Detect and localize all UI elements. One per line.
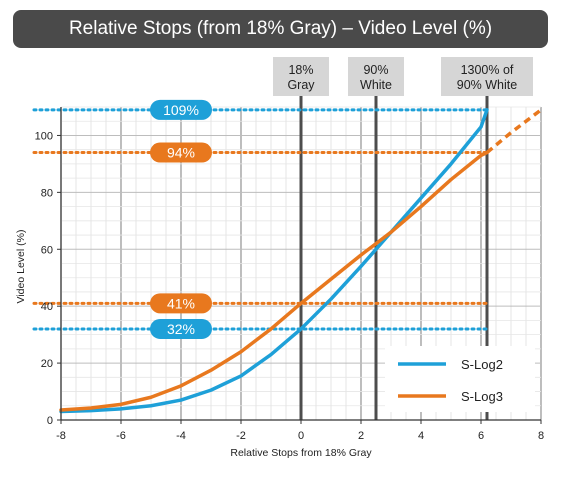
y-tick-label: 80 bbox=[41, 187, 53, 199]
y-tick-label: 40 bbox=[41, 301, 53, 313]
reference-label-bg bbox=[441, 57, 533, 96]
reference-label: 90% White bbox=[457, 78, 517, 92]
x-tick-label: -4 bbox=[176, 430, 186, 442]
reference-label: White bbox=[360, 78, 392, 92]
legend-label: S-Log3 bbox=[461, 389, 503, 404]
x-axis-label: Relative Stops from 18% Gray bbox=[230, 447, 372, 459]
level-badges: 109% 94% 41% 32% bbox=[150, 99, 212, 339]
level-lines bbox=[32, 108, 489, 331]
reference-label: Gray bbox=[287, 78, 315, 92]
y-tick-label: 20 bbox=[41, 358, 53, 370]
y-tick-label: 60 bbox=[41, 244, 53, 256]
level-badge-label: 94% bbox=[167, 145, 195, 161]
reference-label-bg bbox=[273, 57, 329, 96]
chart-title: Relative Stops (from 18% Gray) – Video L… bbox=[13, 10, 548, 48]
reference-label-bg bbox=[348, 57, 404, 96]
x-tick-label: 2 bbox=[358, 430, 364, 442]
x-tick-label: 6 bbox=[478, 430, 484, 442]
legend: S-Log2 S-Log3 bbox=[385, 346, 535, 412]
level-badge-label: 109% bbox=[163, 102, 199, 118]
y-tick-label: 100 bbox=[35, 130, 53, 142]
level-badge bbox=[150, 142, 212, 163]
x-tick-label: 4 bbox=[418, 430, 424, 442]
level-badge bbox=[150, 293, 212, 314]
x-tick-label: -6 bbox=[116, 430, 126, 442]
level-badge bbox=[150, 318, 212, 339]
legend-label: S-Log2 bbox=[461, 357, 503, 372]
series-line bbox=[59, 150, 489, 412]
y-tick-label: 0 bbox=[47, 415, 53, 427]
legend-box bbox=[385, 346, 535, 412]
reference-label: 18% bbox=[288, 63, 313, 77]
x-tick-label: 8 bbox=[538, 430, 544, 442]
level-badge bbox=[150, 99, 212, 120]
x-tick-label: -2 bbox=[236, 430, 246, 442]
reference-label: 1300% of bbox=[461, 63, 514, 77]
x-tick-label: 0 bbox=[298, 430, 304, 442]
y-axis-label: Video Level (%) bbox=[15, 230, 27, 304]
series-line-extension bbox=[485, 108, 543, 154]
reference-label: 90% bbox=[363, 63, 388, 77]
x-tick-label: -8 bbox=[56, 430, 66, 442]
level-badge-label: 32% bbox=[167, 321, 195, 337]
level-badge-label: 41% bbox=[167, 295, 195, 311]
series-lines bbox=[59, 108, 543, 414]
series-line bbox=[59, 108, 489, 414]
